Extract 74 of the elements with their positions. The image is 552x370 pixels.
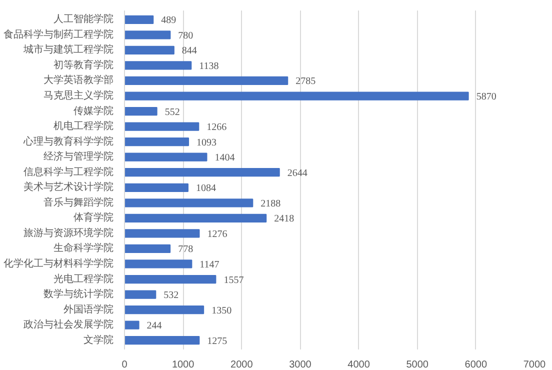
y-tick-label: 城市与建筑工程学院: [22, 44, 114, 56]
data-label: 1276: [207, 228, 228, 240]
bar: [124, 92, 469, 100]
bar: [124, 138, 190, 146]
y-tick-label: 机电工程学院: [54, 120, 114, 132]
bar: [124, 320, 140, 330]
data-label: 2418: [274, 214, 294, 225]
bar: [124, 46, 174, 55]
data-label: 2644: [287, 168, 308, 179]
bar: [124, 214, 267, 222]
data-label: 1275: [207, 336, 228, 347]
bar: [124, 198, 254, 208]
data-label: 1404: [214, 152, 235, 164]
data-label: 1138: [199, 60, 219, 72]
y-tick-label: 外国语学院: [64, 303, 114, 316]
x-tick-label: 1000: [172, 360, 195, 370]
bar: [124, 122, 200, 131]
bar: [124, 183, 188, 192]
x-tick-label: 6000: [464, 360, 488, 370]
y-tick-label: 体育学院: [74, 212, 114, 224]
bar: [124, 168, 280, 177]
data-label: 244: [146, 320, 162, 332]
data-label: 1557: [224, 274, 244, 286]
data-label: 844: [182, 46, 197, 57]
y-tick-label: 初等教育学院: [54, 58, 114, 71]
bar: [124, 244, 171, 254]
bar: [124, 290, 156, 299]
y-tick-label: 化学化工与材料科学学院: [4, 257, 114, 270]
bar: [124, 30, 171, 40]
data-label: 1266: [206, 122, 227, 134]
y-tick-label: 美术与艺术设计学院: [24, 181, 114, 194]
y-tick-label: 大学英语教学部: [44, 74, 114, 86]
x-tick-label: 0: [122, 360, 128, 370]
data-label: 552: [164, 106, 180, 118]
y-tick-label: 信息科学与工程学院: [24, 166, 114, 178]
x-tick-label: 3000: [289, 360, 312, 370]
bar: [124, 336, 200, 345]
data-label: 5870: [476, 92, 496, 103]
y-tick-label: 心理与教育科学学院: [22, 135, 114, 148]
y-tick-label: 马克思主义学院: [44, 90, 114, 102]
y-tick-label: 人工智能学院: [54, 13, 114, 26]
x-tick-label: 7000: [523, 360, 546, 370]
data-label: 780: [178, 30, 194, 42]
bar: [124, 260, 192, 268]
y-tick-label: 数学与统计学院: [44, 288, 114, 300]
bar: [124, 274, 216, 284]
x-tick-label: 5000: [406, 360, 429, 370]
bar: [124, 61, 192, 70]
y-tick-label: 食品科学与制药工程学院: [4, 28, 114, 40]
bar: [124, 76, 288, 86]
bar: [124, 106, 158, 116]
x-tick-label: 2000: [230, 360, 254, 370]
bar: [124, 229, 200, 238]
data-label: 1350: [212, 305, 232, 316]
y-tick-label: 音乐与舞蹈学院: [44, 196, 114, 208]
bar: [124, 15, 154, 24]
y-tick-label: 生命科学学院: [54, 242, 114, 254]
data-label: 778: [178, 244, 194, 256]
y-tick-label: 政治与社会发展学院: [24, 318, 114, 331]
data-label: 489: [161, 15, 176, 26]
bar: [124, 305, 204, 314]
data-label: 1084: [196, 183, 216, 194]
y-tick-label: 传媒学院: [74, 104, 114, 117]
data-label: 2785: [296, 76, 316, 88]
bar: [124, 152, 208, 162]
data-label: 1093: [196, 137, 217, 148]
y-tick-label: 旅游与资源环境学院: [24, 226, 114, 239]
y-tick-label: 光电工程学院: [54, 272, 114, 285]
x-tick-label: 4000: [348, 360, 370, 370]
data-label: 532: [164, 290, 179, 302]
y-tick-label: 经济与管理学院: [44, 150, 114, 163]
data-label: 1147: [200, 259, 220, 270]
y-tick-label: 文学院: [84, 334, 114, 346]
data-label: 2188: [260, 198, 281, 210]
